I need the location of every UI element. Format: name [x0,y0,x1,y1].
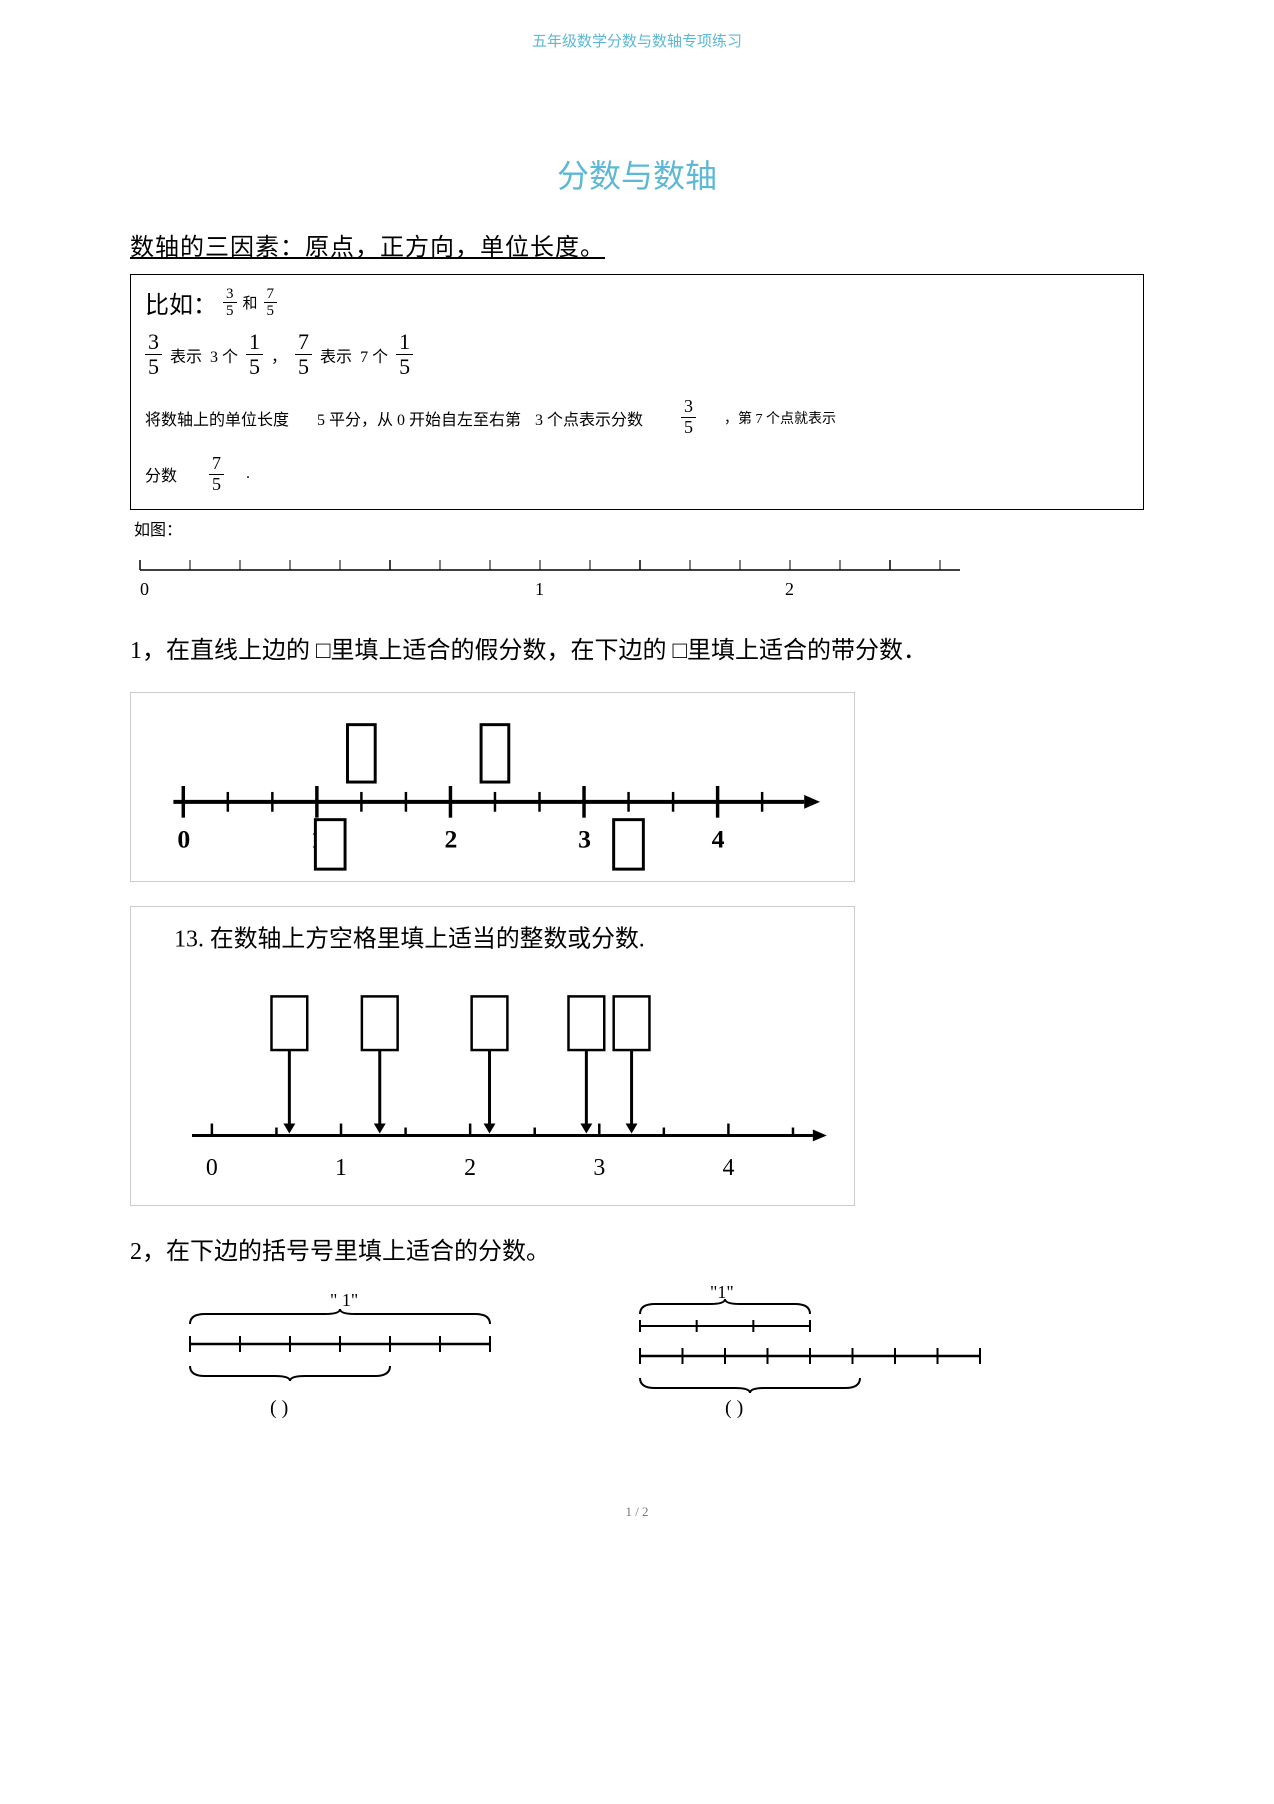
svg-text:( ): ( ) [270,1397,288,1419]
svg-text:2: 2 [464,1155,476,1181]
text: 分数 [145,462,177,486]
text: . [246,465,250,483]
svg-text:13. 在数轴上方空格里填上适当的整数或分数.: 13. 在数轴上方空格里填上适当的整数或分数. [174,926,645,953]
text: 表示 [170,343,202,367]
svg-text:3: 3 [593,1155,605,1181]
text: ， [271,343,287,367]
text: 3 个 [210,343,238,367]
svg-text:0: 0 [206,1155,218,1181]
bracket-figure-right: "1" ( ) [600,1284,1020,1444]
diagram-1: 01234 [130,692,855,882]
subtitle: 数轴的三因素：原点，正方向，单位长度。 [130,227,1144,262]
svg-text:1: 1 [535,579,544,599]
svg-text:0: 0 [140,579,149,599]
page-number: 1 / 2 [130,1504,1144,1520]
page: 五年级数学分数与数轴专项练习 分数与数轴 数轴的三因素：原点，正方向，单位长度。… [0,0,1274,1580]
svg-text:3: 3 [578,825,591,854]
svg-text:"1": "1" [710,1284,734,1302]
text: 将数轴上的单位长度 [145,406,289,430]
svg-text:4: 4 [722,1155,734,1181]
text: 5 平分，从 0 开始自左至右第 [317,406,521,430]
svg-text:0: 0 [177,825,190,854]
question-1: 1，在直线上边的 □里填上适合的假分数，在下边的 □里填上适合的带分数． [130,629,1144,675]
svg-text:" 1": " 1" [330,1290,358,1310]
example-line4: 分数 7 5 . [145,454,1129,495]
page-title: 分数与数轴 [130,151,1144,197]
text: 7 个 [360,343,388,367]
svg-text:4: 4 [712,825,725,854]
example-and: 和 [243,292,258,313]
svg-text:2: 2 [445,825,458,854]
text: 3 个点表示分数 [535,406,643,430]
number-line-simple: 0 1 2 [130,550,1130,605]
bracket-figure-left: " 1" ( ) [130,1284,550,1444]
example-line2: 3 5 表示 3 个 1 5 ， 7 5 表示 7 个 1 5 [145,330,1129,379]
fraction-7-5-c: 7 5 [209,454,224,495]
fraction-3-5: 3 5 [223,286,237,320]
diagram-2: 13. 在数轴上方空格里填上适当的整数或分数. 0 1 2 3 4 [130,906,855,1206]
page-header: 五年级数学分数与数轴专项练习 [130,30,1144,51]
fraction-3-5-c: 3 5 [681,397,696,438]
example-prefix: 比如： [145,285,217,320]
example-line3: 将数轴上的单位长度 5 平分，从 0 开始自左至右第 3 个点表示分数 3 5 … [145,397,1129,438]
rutu-label: 如图： [134,516,1144,540]
example-line1: 比如： 3 5 和 7 5 [145,285,1129,320]
fraction-3-5-b: 3 5 [145,330,162,379]
fraction-1-5-b: 1 5 [396,330,413,379]
fraction-7-5-b: 7 5 [295,330,312,379]
fraction-1-5: 1 5 [246,330,263,379]
svg-text:1: 1 [335,1155,347,1181]
text: ，第 7 个点就表示 [724,408,836,428]
svg-text:( ): ( ) [725,1397,743,1419]
fraction-7-5: 7 5 [264,286,278,320]
example-box: 比如： 3 5 和 7 5 3 5 表示 3 个 1 5 ， [130,274,1144,510]
q2-row: " 1" ( ) "1" ( ) [130,1284,1144,1444]
question-2: 2，在下边的括号号里填上适合的分数。 [130,1230,1144,1276]
text: 表示 [320,343,352,367]
svg-text:2: 2 [785,579,794,599]
